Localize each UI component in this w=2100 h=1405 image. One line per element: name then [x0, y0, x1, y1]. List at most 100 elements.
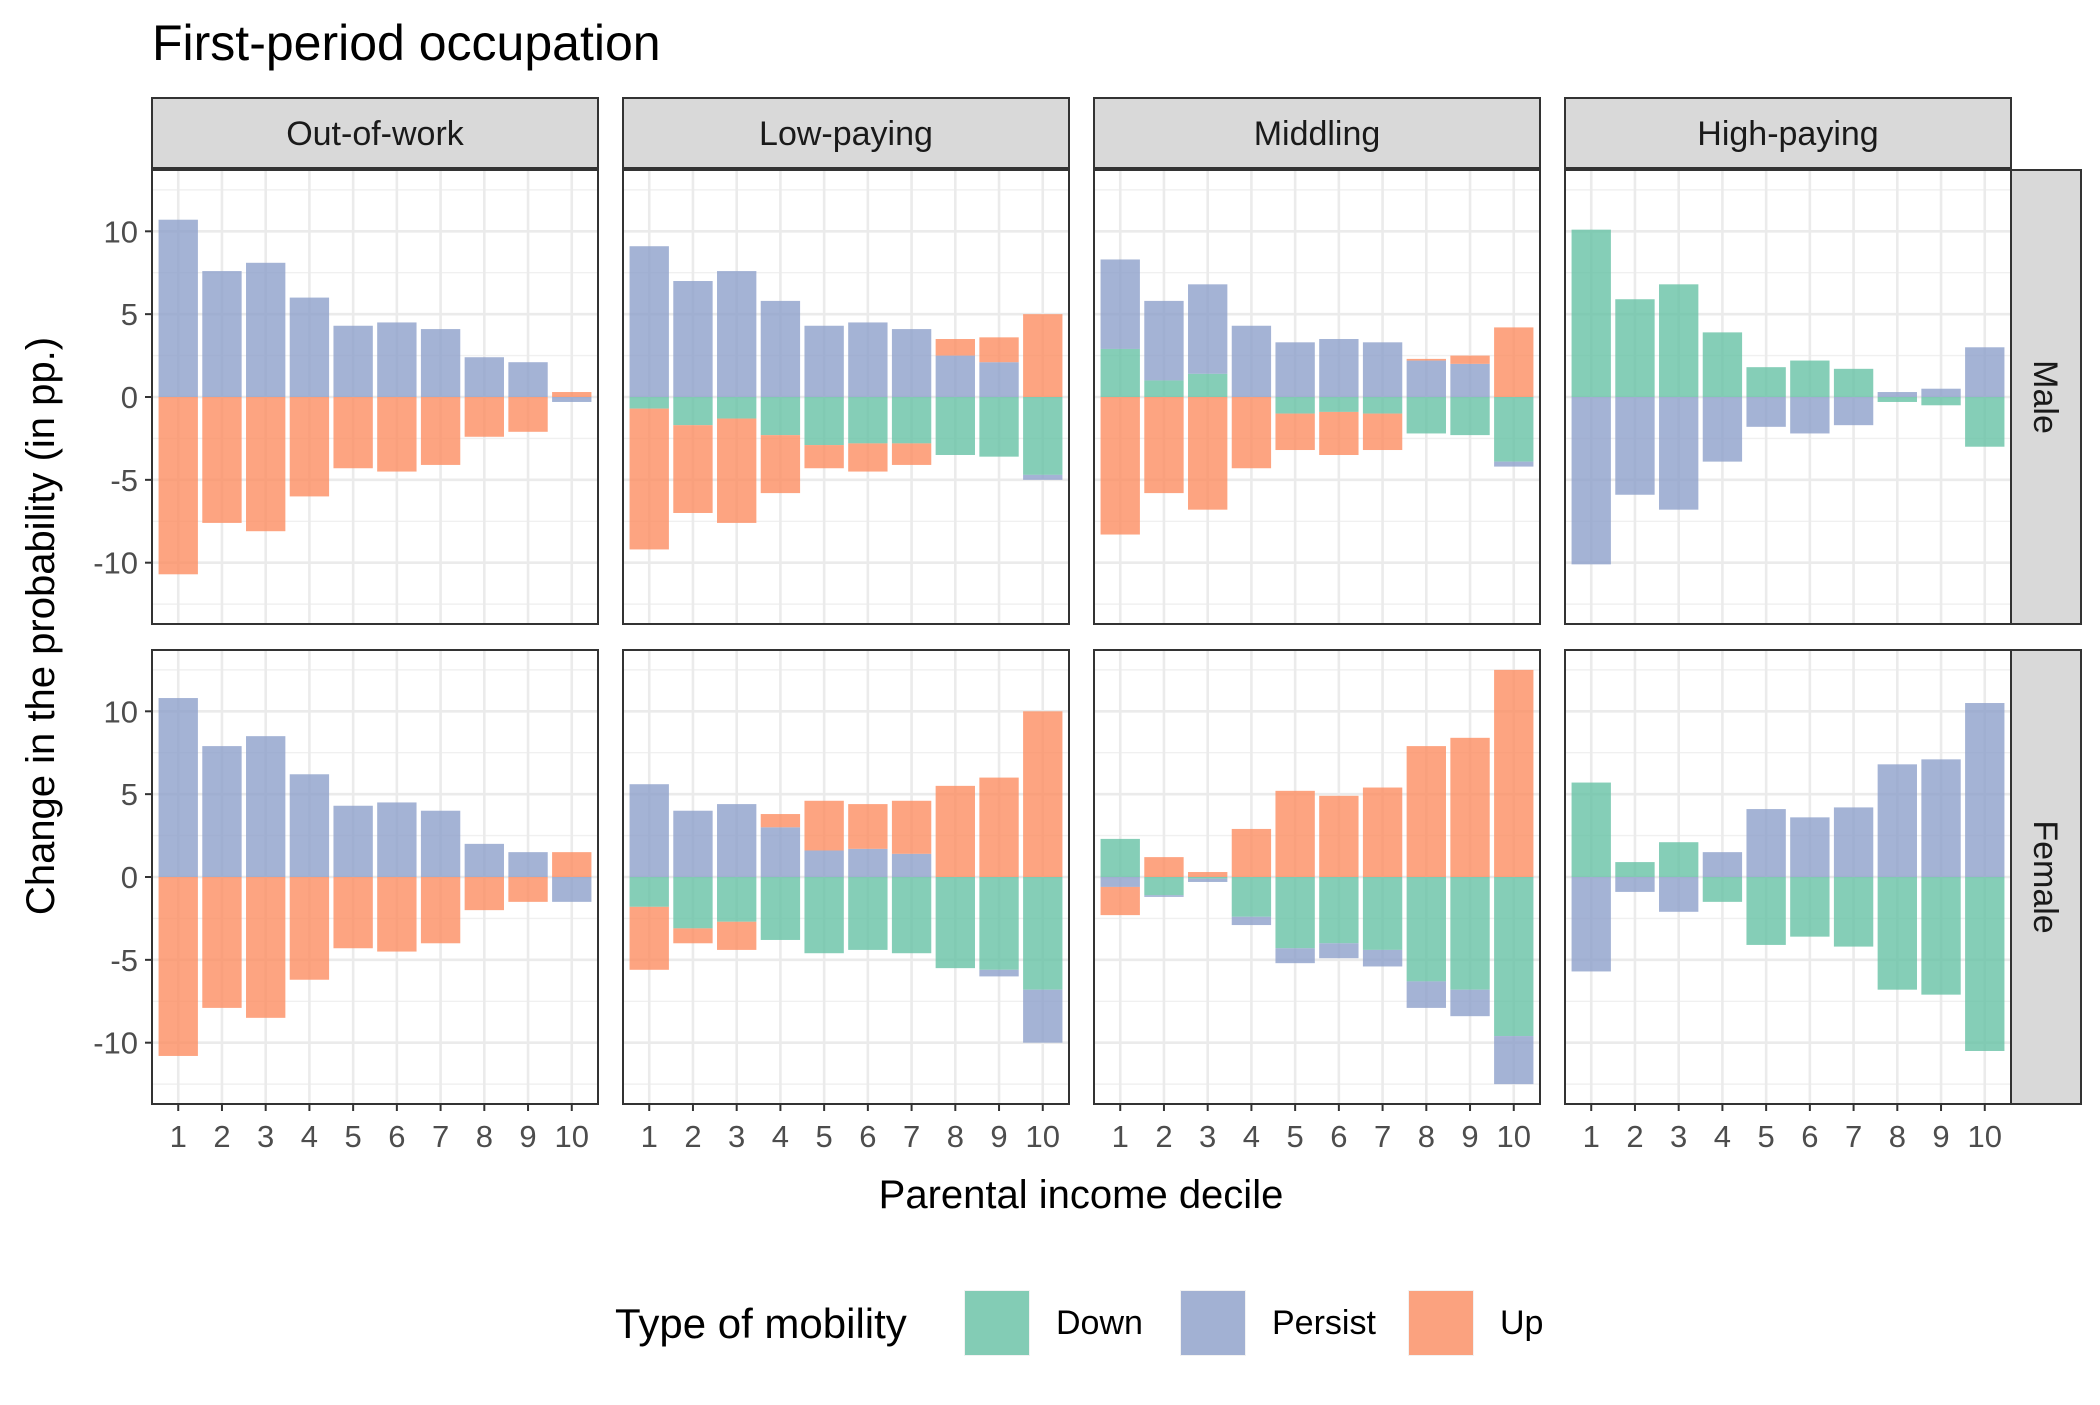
- facet-strip-middling: Middling: [1093, 97, 1541, 169]
- x-tick-label: 10: [555, 1119, 589, 1154]
- x-tick-label: 7: [903, 1119, 920, 1154]
- x-tick-label: 9: [1461, 1119, 1478, 1154]
- bar-persist-decile-5: [804, 850, 844, 877]
- bar-down-decile-3: [717, 877, 757, 922]
- bar-up-decile-7: [1362, 787, 1403, 877]
- bar-up-decile-8: [464, 397, 504, 437]
- bar-up-decile-4: [289, 877, 330, 980]
- bar-down-decile-2: [673, 397, 713, 426]
- bar-persist-decile-10: [1494, 1036, 1534, 1085]
- bar-down-decile-10: [1965, 397, 2005, 447]
- bar-persist-decile-9: [1450, 363, 1490, 397]
- bar-up-decile-3: [1188, 397, 1228, 510]
- x-axis: 1 2 3 4 5 6 7 8 9 10: [641, 1104, 1060, 1154]
- bar-persist-decile-4: [289, 297, 330, 397]
- bar-up-decile-7: [891, 800, 932, 854]
- x-tick-label: 1: [1583, 1119, 1600, 1154]
- y-axis-label: Change in the probability (in pp.): [19, 337, 63, 915]
- bar-persist-decile-8: [1406, 981, 1446, 1008]
- bar-down-decile-7: [1362, 397, 1403, 414]
- facet-strip-out-of-work: Out-of-work: [151, 97, 599, 169]
- bar-up-decile-2: [1144, 397, 1184, 494]
- bar-persist-decile-5: [333, 325, 373, 397]
- bar-persist-decile-2: [1144, 300, 1184, 381]
- bar-up-decile-4: [760, 814, 801, 828]
- bar-down-decile-1: [629, 397, 669, 409]
- facet-strip-male: Male: [2010, 169, 2082, 625]
- bar-down-decile-7: [891, 397, 932, 444]
- panel-low-paying-female: 1 2 3 4 5 6 7 8 9 10: [622, 649, 1070, 1154]
- bar-persist-decile-7: [420, 810, 461, 877]
- x-tick-label: 9: [519, 1119, 536, 1154]
- bar-down-decile-5: [1746, 877, 1786, 945]
- bar-persist-decile-4: [1702, 397, 1743, 462]
- bar-persist-decile-5: [1275, 342, 1315, 397]
- bar-down-decile-9: [979, 397, 1019, 457]
- bar-persist-decile-10: [552, 397, 592, 402]
- bar-down-decile-6: [848, 877, 888, 950]
- bar-down-decile-1: [1571, 229, 1611, 397]
- facet-strip-background: [2010, 649, 2082, 1105]
- bar-persist-decile-1: [158, 219, 198, 397]
- x-axis-label: Parental income decile: [879, 1173, 1284, 1217]
- bar-down-decile-1: [1571, 782, 1611, 877]
- bar-up-decile-10: [1494, 669, 1534, 877]
- bar-up-decile-10: [1023, 314, 1063, 397]
- bar-persist-decile-2: [1144, 895, 1184, 897]
- y-tick-label: -10: [93, 546, 138, 581]
- bar-persist-decile-1: [158, 698, 198, 877]
- bar-persist-decile-10: [1494, 461, 1534, 467]
- bar-up-decile-3: [1188, 872, 1228, 877]
- bar-persist-decile-9: [979, 362, 1019, 397]
- bar-persist-decile-4: [760, 300, 801, 397]
- bar-up-decile-1: [1100, 886, 1140, 916]
- bar-persist-decile-8: [1877, 764, 1917, 877]
- panel-high-paying-female: 1 2 3 4 5 6 7 8 9 10: [1564, 649, 2012, 1154]
- bar-persist-decile-9: [1450, 989, 1490, 1017]
- bar-up-decile-5: [1275, 413, 1315, 451]
- bar-persist-decile-6: [848, 322, 888, 397]
- bar-persist-decile-5: [333, 805, 373, 877]
- bar-persist-decile-8: [935, 355, 975, 397]
- x-tick-label: 6: [388, 1119, 405, 1154]
- bar-up-decile-4: [760, 435, 801, 494]
- bars: [1571, 703, 2005, 1051]
- bar-persist-decile-8: [1877, 392, 1917, 397]
- y-axis: -10 -5 0 5 10: [93, 214, 152, 581]
- bar-down-decile-2: [1144, 380, 1184, 397]
- bar-down-decile-9: [1921, 877, 1961, 995]
- bar-persist-decile-2: [202, 746, 242, 877]
- panel-middling-male: [1093, 169, 1541, 625]
- bar-persist-decile-3: [717, 271, 757, 397]
- bar-down-decile-3: [1659, 284, 1699, 397]
- bar-down-decile-8: [1406, 877, 1446, 982]
- legend-label-persist: Persist: [1272, 1304, 1376, 1342]
- bar-up-decile-4: [1231, 828, 1272, 877]
- bar-persist-decile-3: [717, 804, 757, 877]
- x-tick-label: 10: [1026, 1119, 1060, 1154]
- bar-down-decile-6: [1319, 397, 1359, 412]
- bar-down-decile-3: [1659, 842, 1699, 877]
- bar-up-decile-1: [1100, 397, 1140, 535]
- bar-down-decile-6: [1790, 877, 1830, 937]
- bar-persist-decile-3: [1188, 878, 1228, 882]
- bars: [629, 246, 1063, 550]
- x-tick-label: 2: [684, 1119, 701, 1154]
- legend-label-up: Up: [1500, 1304, 1543, 1342]
- bar-down-decile-5: [1275, 397, 1315, 414]
- bar-persist-decile-10: [552, 877, 592, 902]
- bar-persist-decile-5: [1746, 397, 1786, 427]
- x-tick-label: 9: [1932, 1119, 1949, 1154]
- x-tick-label: 5: [816, 1119, 833, 1154]
- facet-strip-label: Female: [2026, 820, 2064, 933]
- bar-persist-decile-10: [1965, 347, 2005, 397]
- bar-persist-decile-10: [1965, 703, 2005, 877]
- x-tick-label: 4: [1714, 1119, 1731, 1154]
- bar-down-decile-4: [1231, 877, 1272, 917]
- x-tick-label: 1: [1112, 1119, 1129, 1154]
- bar-persist-decile-8: [464, 843, 504, 877]
- bar-persist-decile-1: [1100, 877, 1140, 887]
- bar-up-decile-4: [1231, 397, 1272, 469]
- x-tick-label: 1: [170, 1119, 187, 1154]
